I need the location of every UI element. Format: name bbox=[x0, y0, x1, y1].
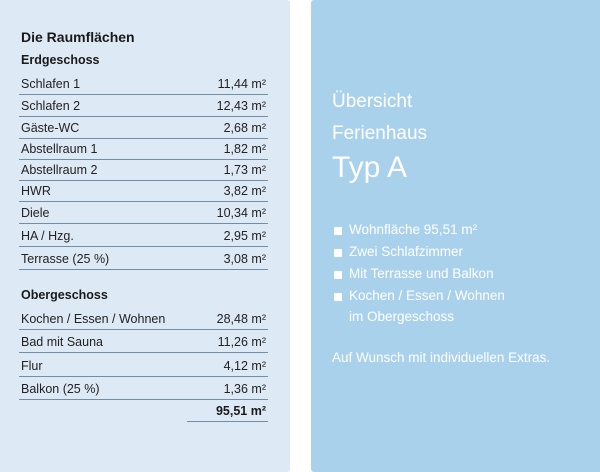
room-row: Balkon (25 %) 1,36 m² bbox=[19, 378, 268, 400]
room-row: HA / Hzg. 2,95 m² bbox=[19, 225, 268, 247]
room-name: Diele bbox=[21, 206, 50, 220]
type-title: Typ A bbox=[332, 151, 408, 184]
feature-item: Wohnfläche 95,51 m² bbox=[349, 222, 478, 237]
feature-item-continuation: im Obergeschoss bbox=[349, 309, 455, 324]
room-area: 10,34 m² bbox=[216, 206, 266, 220]
square-bullet-icon bbox=[334, 227, 342, 235]
room-area: 3,82 m² bbox=[223, 184, 266, 198]
room-row: Abstellraum 2 1,73 m² bbox=[19, 159, 268, 181]
room-name: Flur bbox=[21, 359, 43, 373]
room-name: Bad mit Sauna bbox=[21, 335, 103, 349]
room-area: 1,82 m² bbox=[223, 142, 266, 156]
room-row: Flur 4,12 m² bbox=[19, 355, 268, 377]
room-name: Schlafen 1 bbox=[21, 77, 81, 91]
room-area: 4,12 m² bbox=[223, 359, 266, 373]
room-area: 3,08 m² bbox=[223, 252, 266, 266]
room-area: 1,73 m² bbox=[223, 163, 266, 177]
overview-label: Übersicht bbox=[332, 91, 413, 112]
total-area: 95,51 m² bbox=[187, 402, 268, 422]
room-areas-panel bbox=[0, 0, 290, 472]
room-row: Bad mit Sauna 11,26 m² bbox=[19, 331, 268, 353]
room-area: 2,95 m² bbox=[223, 229, 266, 243]
square-bullet-icon bbox=[334, 271, 342, 279]
feature-item: Mit Terrasse und Balkon bbox=[349, 266, 494, 281]
room-name: HWR bbox=[21, 184, 51, 198]
room-area: 11,26 m² bbox=[217, 335, 266, 349]
room-area: 1,36 m² bbox=[223, 382, 266, 396]
house-label: Ferienhaus bbox=[332, 123, 428, 144]
ground-floor-heading: Erdgeschoss bbox=[21, 53, 100, 67]
room-row: Gäste-WC 2,68 m² bbox=[19, 117, 268, 139]
total-area-value: 95,51 m² bbox=[215, 404, 266, 418]
square-bullet-icon bbox=[334, 249, 342, 257]
room-row: Kochen / Essen / Wohnen 28,48 m² bbox=[19, 308, 268, 330]
room-name: Gäste-WC bbox=[21, 121, 80, 135]
overview-panel bbox=[311, 0, 600, 472]
room-name: Kochen / Essen / Wohnen bbox=[21, 312, 166, 326]
room-row: Schlafen 2 12,43 m² bbox=[19, 95, 268, 117]
room-name: Terrasse (25 %) bbox=[21, 252, 110, 266]
room-area: 28,48 m² bbox=[216, 312, 266, 326]
room-name: Balkon (25 %) bbox=[21, 382, 100, 396]
extras-note: Auf Wunsch mit individuellen Extras. bbox=[332, 350, 551, 365]
upper-floor-heading: Obergeschoss bbox=[21, 288, 108, 302]
square-bullet-icon bbox=[334, 293, 342, 301]
room-name: Abstellraum 2 bbox=[21, 163, 98, 177]
room-name: Schlafen 2 bbox=[21, 99, 81, 113]
room-name: Abstellraum 1 bbox=[21, 142, 98, 156]
feature-item: Zwei Schlafzimmer bbox=[349, 244, 464, 259]
room-name: HA / Hzg. bbox=[21, 229, 74, 243]
room-row: Terrasse (25 %) 3,08 m² bbox=[19, 248, 268, 270]
room-area: 12,43 m² bbox=[216, 99, 266, 113]
room-row: Diele 10,34 m² bbox=[19, 202, 268, 224]
panel-title: Die Raumflächen bbox=[21, 29, 135, 45]
room-area: 2,68 m² bbox=[223, 121, 266, 135]
room-row: Schlafen 1 11,44 m² bbox=[19, 73, 268, 95]
room-row: HWR 3,82 m² bbox=[19, 180, 268, 202]
feature-item: Kochen / Essen / Wohnen bbox=[349, 288, 505, 303]
room-area: 11,44 m² bbox=[217, 77, 266, 91]
room-row: Abstellraum 1 1,82 m² bbox=[19, 138, 268, 160]
